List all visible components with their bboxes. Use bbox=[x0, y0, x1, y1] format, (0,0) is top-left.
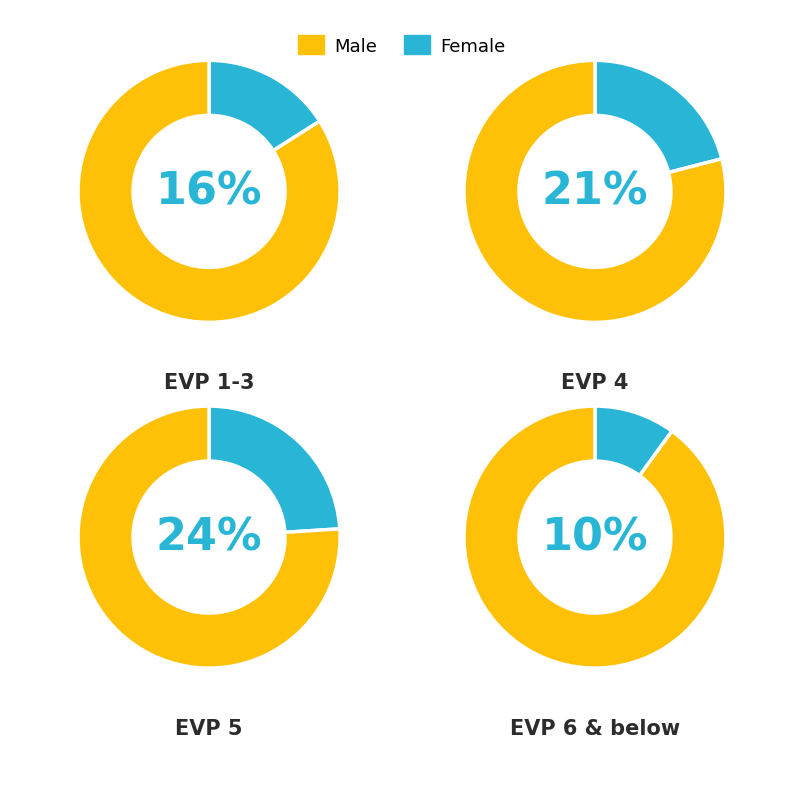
Text: EVP 1-3: EVP 1-3 bbox=[164, 373, 254, 393]
Wedge shape bbox=[594, 406, 671, 476]
Wedge shape bbox=[78, 406, 340, 668]
Text: 24%: 24% bbox=[156, 516, 262, 559]
Text: 21%: 21% bbox=[541, 171, 647, 214]
Wedge shape bbox=[209, 406, 340, 532]
Text: 16%: 16% bbox=[156, 171, 262, 214]
Wedge shape bbox=[78, 61, 340, 323]
Text: 10%: 10% bbox=[541, 516, 647, 559]
Wedge shape bbox=[463, 61, 725, 323]
Wedge shape bbox=[463, 406, 725, 668]
Text: EVP 6 & below: EVP 6 & below bbox=[509, 718, 679, 738]
Text: EVP 5: EVP 5 bbox=[175, 718, 243, 738]
Wedge shape bbox=[209, 61, 320, 152]
Legend: Male, Female: Male, Female bbox=[291, 29, 512, 63]
Text: EVP 4: EVP 4 bbox=[560, 373, 628, 393]
Wedge shape bbox=[594, 61, 721, 173]
